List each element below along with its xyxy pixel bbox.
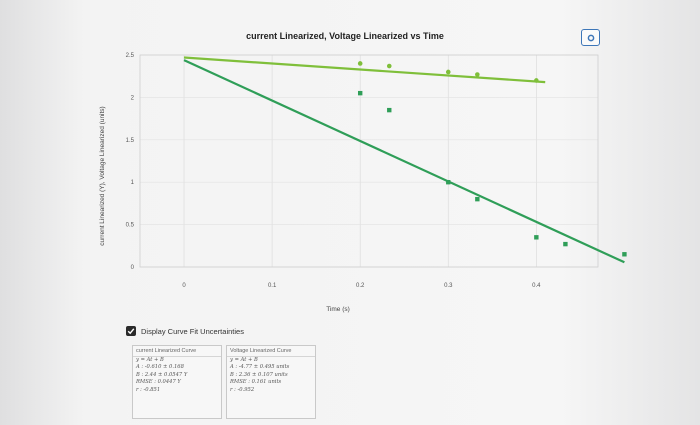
x-tick-label: 0.1	[268, 283, 277, 289]
x-tick-label: 0.2	[356, 283, 365, 289]
tick-labels: 0 0.1 0.2 0.3 0.4 0 0.5 1 1.5 2 2.5	[126, 53, 542, 289]
chart-title: current Linearized, Voltage Linearized v…	[246, 31, 444, 41]
data-point	[563, 241, 568, 247]
fit-line-series-1	[183, 56, 546, 84]
data-point	[357, 61, 363, 66]
voltage-fit-title: Voltage Linearized Curve	[227, 346, 315, 357]
voltage-fit-rmse: RMSE : 0.161 units	[230, 379, 282, 386]
voltage-fit-r: r : -0.952	[230, 386, 255, 393]
data-point	[534, 235, 539, 240]
data-point	[534, 78, 539, 83]
current-fit-title: current Linearized Curve	[133, 346, 221, 357]
y-tick-label: 1	[131, 180, 135, 186]
data-point	[475, 196, 480, 202]
display-uncertainties-label: Display Curve Fit Uncertainties	[141, 326, 244, 336]
x-tick-label: 0	[182, 283, 186, 289]
y-tick-label: 1.5	[126, 138, 135, 144]
data-point	[386, 63, 392, 69]
fit-lines	[183, 56, 625, 264]
settings-button[interactable]	[581, 29, 600, 46]
plot-frame	[139, 54, 599, 268]
y-tick-label: 0	[131, 265, 135, 271]
current-fit-box: current Linearized Curve y = At + B A : …	[132, 345, 222, 419]
y-tick-label: 0.5	[126, 223, 135, 229]
voltage-fit-slope: A : -4.77 ± 0.495 units	[230, 364, 290, 371]
data-point	[387, 107, 392, 113]
grid-lines	[140, 54, 598, 268]
settings-icon	[587, 34, 594, 41]
data-point	[446, 180, 451, 185]
data-points	[357, 61, 627, 257]
fit-line-series-0	[183, 59, 625, 264]
y-tick-label: 2.5	[126, 53, 135, 59]
data-point	[357, 90, 363, 96]
current-fit-equation: y = At + B	[136, 357, 164, 363]
current-fit-intercept: B : 2.44 ± 0.0547 Y	[136, 371, 188, 378]
x-tick-label: 0.4	[532, 283, 541, 289]
y-axis-label: current Linearized (Y), Voltage Lineariz…	[99, 106, 106, 245]
x-tick-label: 0.3	[444, 283, 453, 289]
data-point	[445, 69, 451, 75]
data-point	[622, 252, 627, 257]
current-fit-rmse: RMSE : 0.0447 Y	[136, 379, 181, 386]
voltage-fit-intercept: B : 2.36 ± 0.107 units	[230, 371, 288, 378]
x-axis-label: Time (s)	[326, 306, 350, 313]
curve-fit-panel: Display Curve Fit Uncertainties current …	[120, 318, 350, 422]
current-fit-slope: A : -0.610 ± 0.168	[136, 364, 184, 371]
current-fit-r: r : -0.851	[136, 386, 161, 393]
y-tick-label: 2	[131, 95, 135, 101]
checkbox-checked-icon[interactable]	[126, 326, 136, 336]
display-uncertainties-toggle[interactable]: Display Curve Fit Uncertainties	[126, 324, 244, 338]
voltage-fit-equation: y = At + B	[230, 357, 258, 363]
data-point	[475, 72, 480, 77]
voltage-fit-box: Voltage Linearized Curve y = At + B A : …	[226, 345, 316, 419]
